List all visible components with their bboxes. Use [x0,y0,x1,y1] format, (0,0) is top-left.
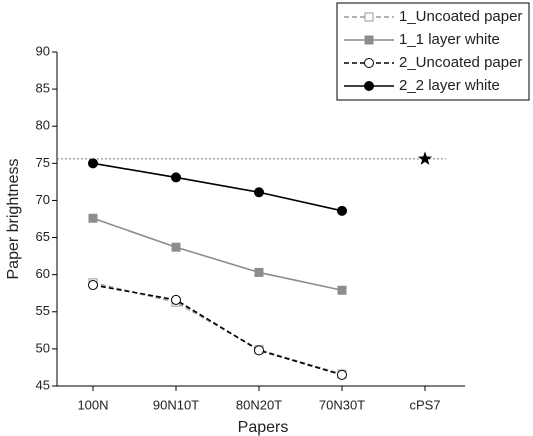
point [88,213,98,223]
legend-marker [364,58,374,68]
series-line [92,282,343,375]
point [337,285,347,295]
legend-label: 2_2 layer white [399,77,500,94]
x-tick-label: 100N [77,397,108,412]
point [171,172,181,183]
legend-marker [364,35,374,45]
y-axis-label: Paper brightness [5,159,22,280]
x-axis-label: Papers [238,419,289,436]
series-line [92,217,343,292]
y-tick-label: 75 [36,155,50,170]
series-line [92,162,343,212]
point [337,369,347,380]
y-tick-label: 50 [36,340,50,355]
y-tick-label: 65 [36,229,50,244]
legend-label: 2_Uncoated paper [399,54,522,71]
point [254,345,264,356]
series-line [92,284,343,376]
y-tick-label: 60 [36,266,50,281]
reference-star [417,151,433,165]
y-tick-label: 80 [36,118,50,133]
legend-marker [364,81,374,91]
point [254,267,264,277]
point [88,280,98,291]
legend-label: 1_Uncoated paper [399,8,522,25]
y-tick-label: 70 [36,192,50,207]
point [171,242,181,252]
x-tick-label: 90N10T [153,397,199,412]
point [254,187,264,198]
point [88,158,98,169]
legend-marker [364,12,374,22]
y-tick-label: 55 [36,303,50,318]
point [337,205,347,216]
y-tick-label: 85 [36,81,50,96]
x-tick-label: 80N20T [236,397,282,412]
legend-label: 1_1 layer white [399,31,500,48]
x-tick-label: 70N30T [319,397,365,412]
point [171,294,181,305]
y-tick-label: 45 [36,377,50,392]
x-tick-label: cPS7 [409,397,440,412]
y-tick-label: 90 [36,43,50,58]
